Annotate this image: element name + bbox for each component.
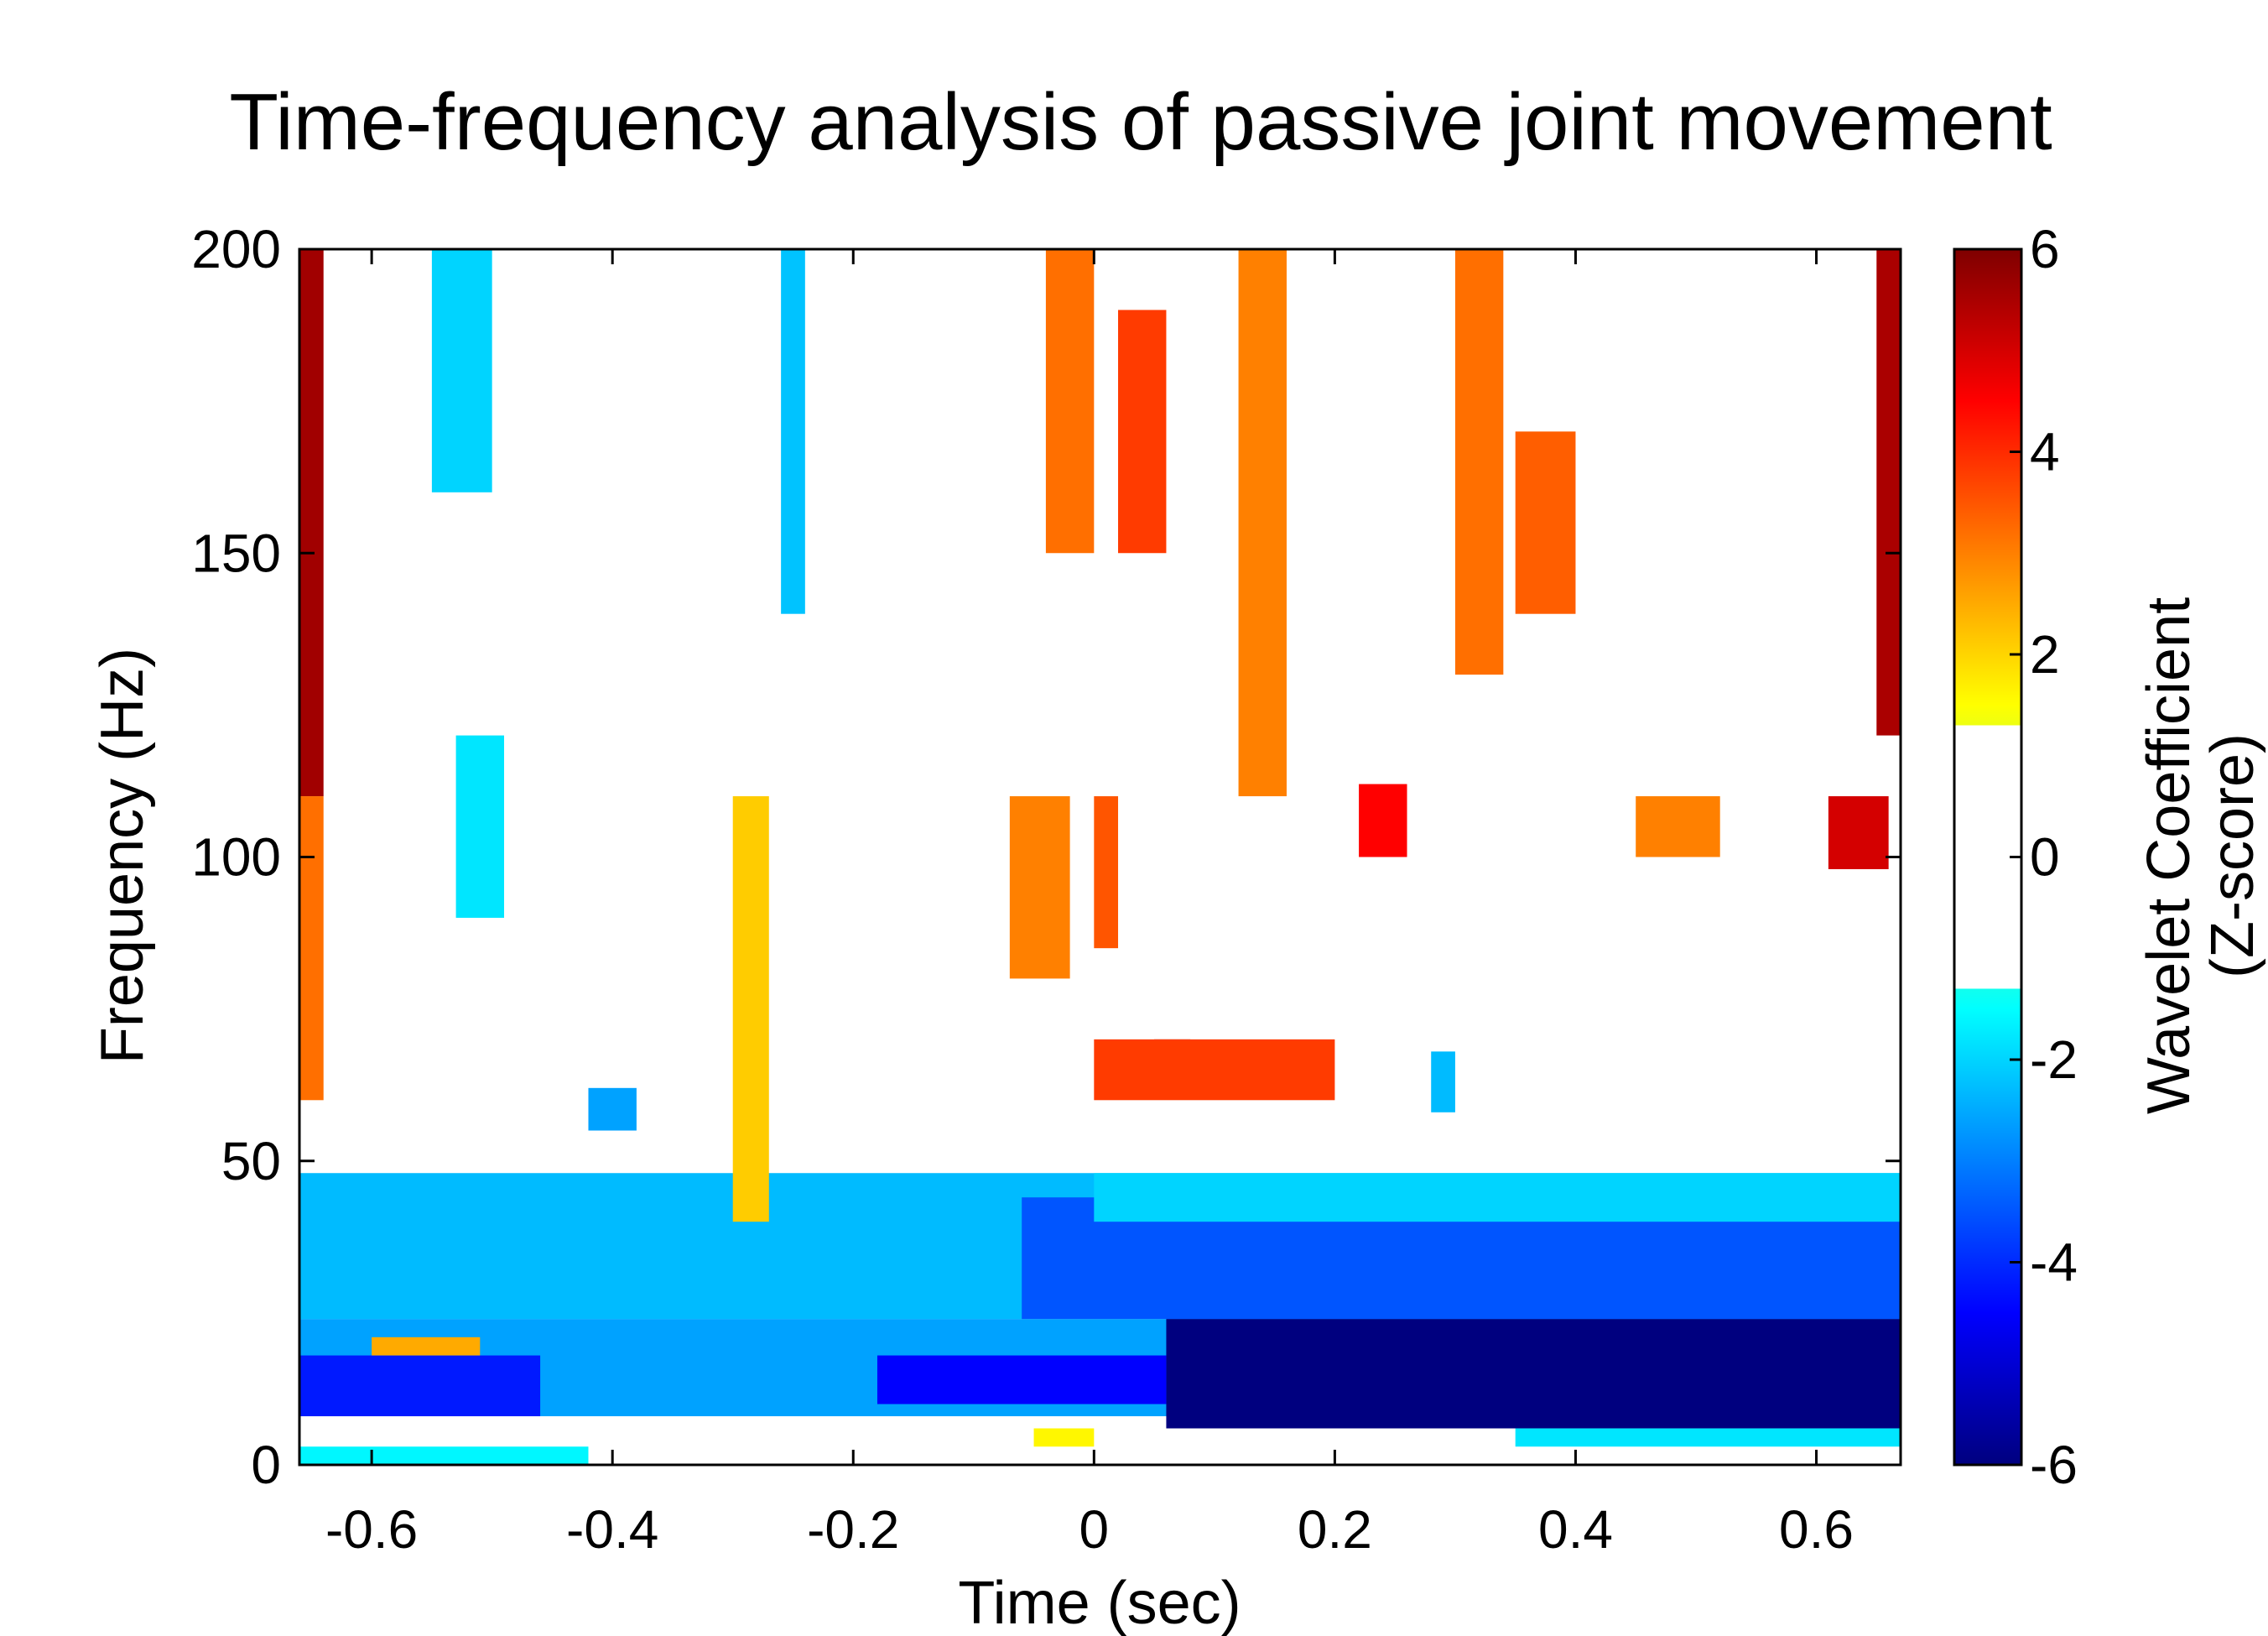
y-tick-label: 100 bbox=[191, 827, 281, 888]
x-tick-label: -0.6 bbox=[325, 1499, 418, 1560]
colorbar-tick-label: 0 bbox=[2030, 827, 2060, 888]
heatmap-cell bbox=[588, 1087, 637, 1131]
heatmap-area bbox=[299, 249, 1901, 1465]
heatmap-cell bbox=[455, 735, 505, 918]
heatmap-cell bbox=[1118, 310, 1167, 554]
heatmap-cell bbox=[1876, 249, 1901, 736]
heatmap-cell bbox=[781, 249, 805, 614]
colorbar-tick-label: 4 bbox=[2030, 422, 2060, 482]
heatmap-cell bbox=[1636, 796, 1720, 857]
colorbar-tick-label: -4 bbox=[2030, 1232, 2078, 1293]
heatmap-cell bbox=[1009, 796, 1070, 979]
heatmap-cell bbox=[431, 249, 492, 492]
heatmap-cell bbox=[1045, 249, 1095, 554]
heatmap-cell bbox=[1454, 249, 1504, 675]
colorbar-tick-label: 6 bbox=[2030, 219, 2060, 279]
x-tick-label: -0.2 bbox=[807, 1499, 899, 1560]
heatmap-cell bbox=[877, 1355, 1167, 1404]
heatmap-cell bbox=[1094, 1173, 1901, 1222]
x-tick-label: 0.2 bbox=[1298, 1499, 1372, 1560]
heatmap-cell bbox=[372, 1336, 481, 1356]
heatmap-regions bbox=[299, 249, 1901, 1465]
heatmap-cell bbox=[1094, 796, 1119, 949]
x-tick-label: -0.4 bbox=[566, 1499, 658, 1560]
heatmap-cell bbox=[1238, 249, 1287, 797]
colorbar-label-line2: (Z-score) bbox=[2199, 733, 2266, 978]
colorbar-label-line1: Wavelet Coefficient bbox=[2135, 597, 2203, 1114]
heatmap-cell bbox=[1515, 431, 1576, 614]
heatmap-cell bbox=[299, 796, 324, 1101]
colorbar-tick-label: 2 bbox=[2030, 624, 2060, 685]
x-tick-label: 0 bbox=[1079, 1499, 1110, 1560]
x-tick-label: 0.6 bbox=[1779, 1499, 1854, 1560]
y-axis-label: Frequency (Hz) bbox=[89, 648, 156, 1064]
heatmap-cell bbox=[299, 1446, 589, 1465]
heatmap-cell bbox=[1094, 1039, 1335, 1101]
x-tick-label: 0.4 bbox=[1538, 1499, 1613, 1560]
heatmap-cell bbox=[1166, 1319, 1901, 1429]
colorbar-tick-label: -6 bbox=[2030, 1435, 2078, 1495]
y-axis-ticks: 0 50 100 150 200 bbox=[191, 219, 1901, 1495]
colorbar: 6 4 2 0 -2 -4 -6 Wavelet Coefficient (Z-score) bbox=[1953, 219, 2266, 1495]
chart-title: Time-frequency analysis of passive joint… bbox=[229, 77, 2052, 167]
heatmap-cell bbox=[299, 1355, 541, 1417]
heatmap-cell bbox=[1515, 1428, 1901, 1447]
y-tick-label: 0 bbox=[251, 1435, 281, 1495]
heatmap-cell bbox=[1033, 1428, 1095, 1447]
y-tick-label: 200 bbox=[191, 219, 281, 279]
heatmap-cell bbox=[299, 249, 324, 797]
y-tick-label: 50 bbox=[221, 1131, 281, 1191]
heatmap-cell bbox=[732, 796, 769, 1222]
heatmap-cell bbox=[1431, 1051, 1455, 1112]
colorbar-ticks: 6 4 2 0 -2 -4 -6 bbox=[2010, 219, 2078, 1495]
y-tick-label: 150 bbox=[191, 523, 281, 583]
x-axis-ticks: -0.6 -0.4 -0.2 0 0.2 0.4 0.6 bbox=[325, 249, 1854, 1560]
colorbar-tick-label: -2 bbox=[2030, 1029, 2078, 1090]
x-axis-label: Time (sec) bbox=[958, 1570, 1241, 1636]
heatmap-cell bbox=[1359, 784, 1407, 857]
heatmap-cell bbox=[1828, 796, 1889, 869]
